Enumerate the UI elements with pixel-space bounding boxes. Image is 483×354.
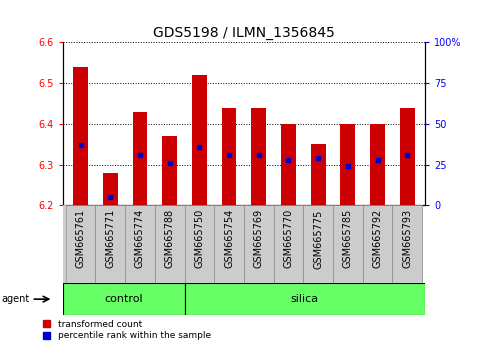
Bar (370, 124, 385, 205)
Bar (341, 124, 355, 205)
Text: GSM665775: GSM665775 (313, 209, 323, 269)
FancyBboxPatch shape (363, 205, 392, 283)
FancyBboxPatch shape (273, 205, 303, 283)
FancyBboxPatch shape (303, 205, 333, 283)
Text: GSM665793: GSM665793 (402, 209, 412, 268)
Text: silica: silica (291, 294, 319, 304)
Text: GSM665774: GSM665774 (135, 209, 145, 268)
Bar (251, 108, 266, 205)
Bar (162, 136, 177, 205)
FancyBboxPatch shape (63, 205, 66, 283)
Bar (281, 124, 296, 205)
FancyBboxPatch shape (244, 205, 273, 283)
Bar (222, 108, 237, 205)
Bar (311, 144, 326, 205)
Text: GSM665770: GSM665770 (284, 209, 294, 268)
Text: GSM665754: GSM665754 (224, 209, 234, 268)
Bar (400, 108, 414, 205)
Text: control: control (104, 294, 143, 304)
FancyBboxPatch shape (214, 205, 244, 283)
Text: GSM665750: GSM665750 (194, 209, 204, 268)
Text: GSM665785: GSM665785 (343, 209, 353, 268)
FancyBboxPatch shape (125, 205, 155, 283)
FancyBboxPatch shape (392, 205, 422, 283)
FancyBboxPatch shape (96, 205, 125, 283)
Text: GSM665769: GSM665769 (254, 209, 264, 268)
FancyBboxPatch shape (66, 205, 96, 283)
FancyBboxPatch shape (63, 283, 185, 315)
Text: GSM665771: GSM665771 (105, 209, 115, 268)
Text: GSM665792: GSM665792 (372, 209, 383, 268)
Text: GSM665788: GSM665788 (165, 209, 175, 268)
FancyBboxPatch shape (155, 205, 185, 283)
Bar (132, 112, 147, 205)
Bar (192, 75, 207, 205)
Bar (103, 173, 118, 205)
Text: agent: agent (1, 294, 29, 304)
Text: GSM665761: GSM665761 (76, 209, 85, 268)
FancyBboxPatch shape (333, 205, 363, 283)
Legend: transformed count, percentile rank within the sample: transformed count, percentile rank withi… (43, 320, 211, 340)
Title: GDS5198 / ILMN_1356845: GDS5198 / ILMN_1356845 (153, 26, 335, 40)
Bar (73, 67, 88, 205)
FancyBboxPatch shape (185, 283, 425, 315)
FancyBboxPatch shape (185, 205, 214, 283)
